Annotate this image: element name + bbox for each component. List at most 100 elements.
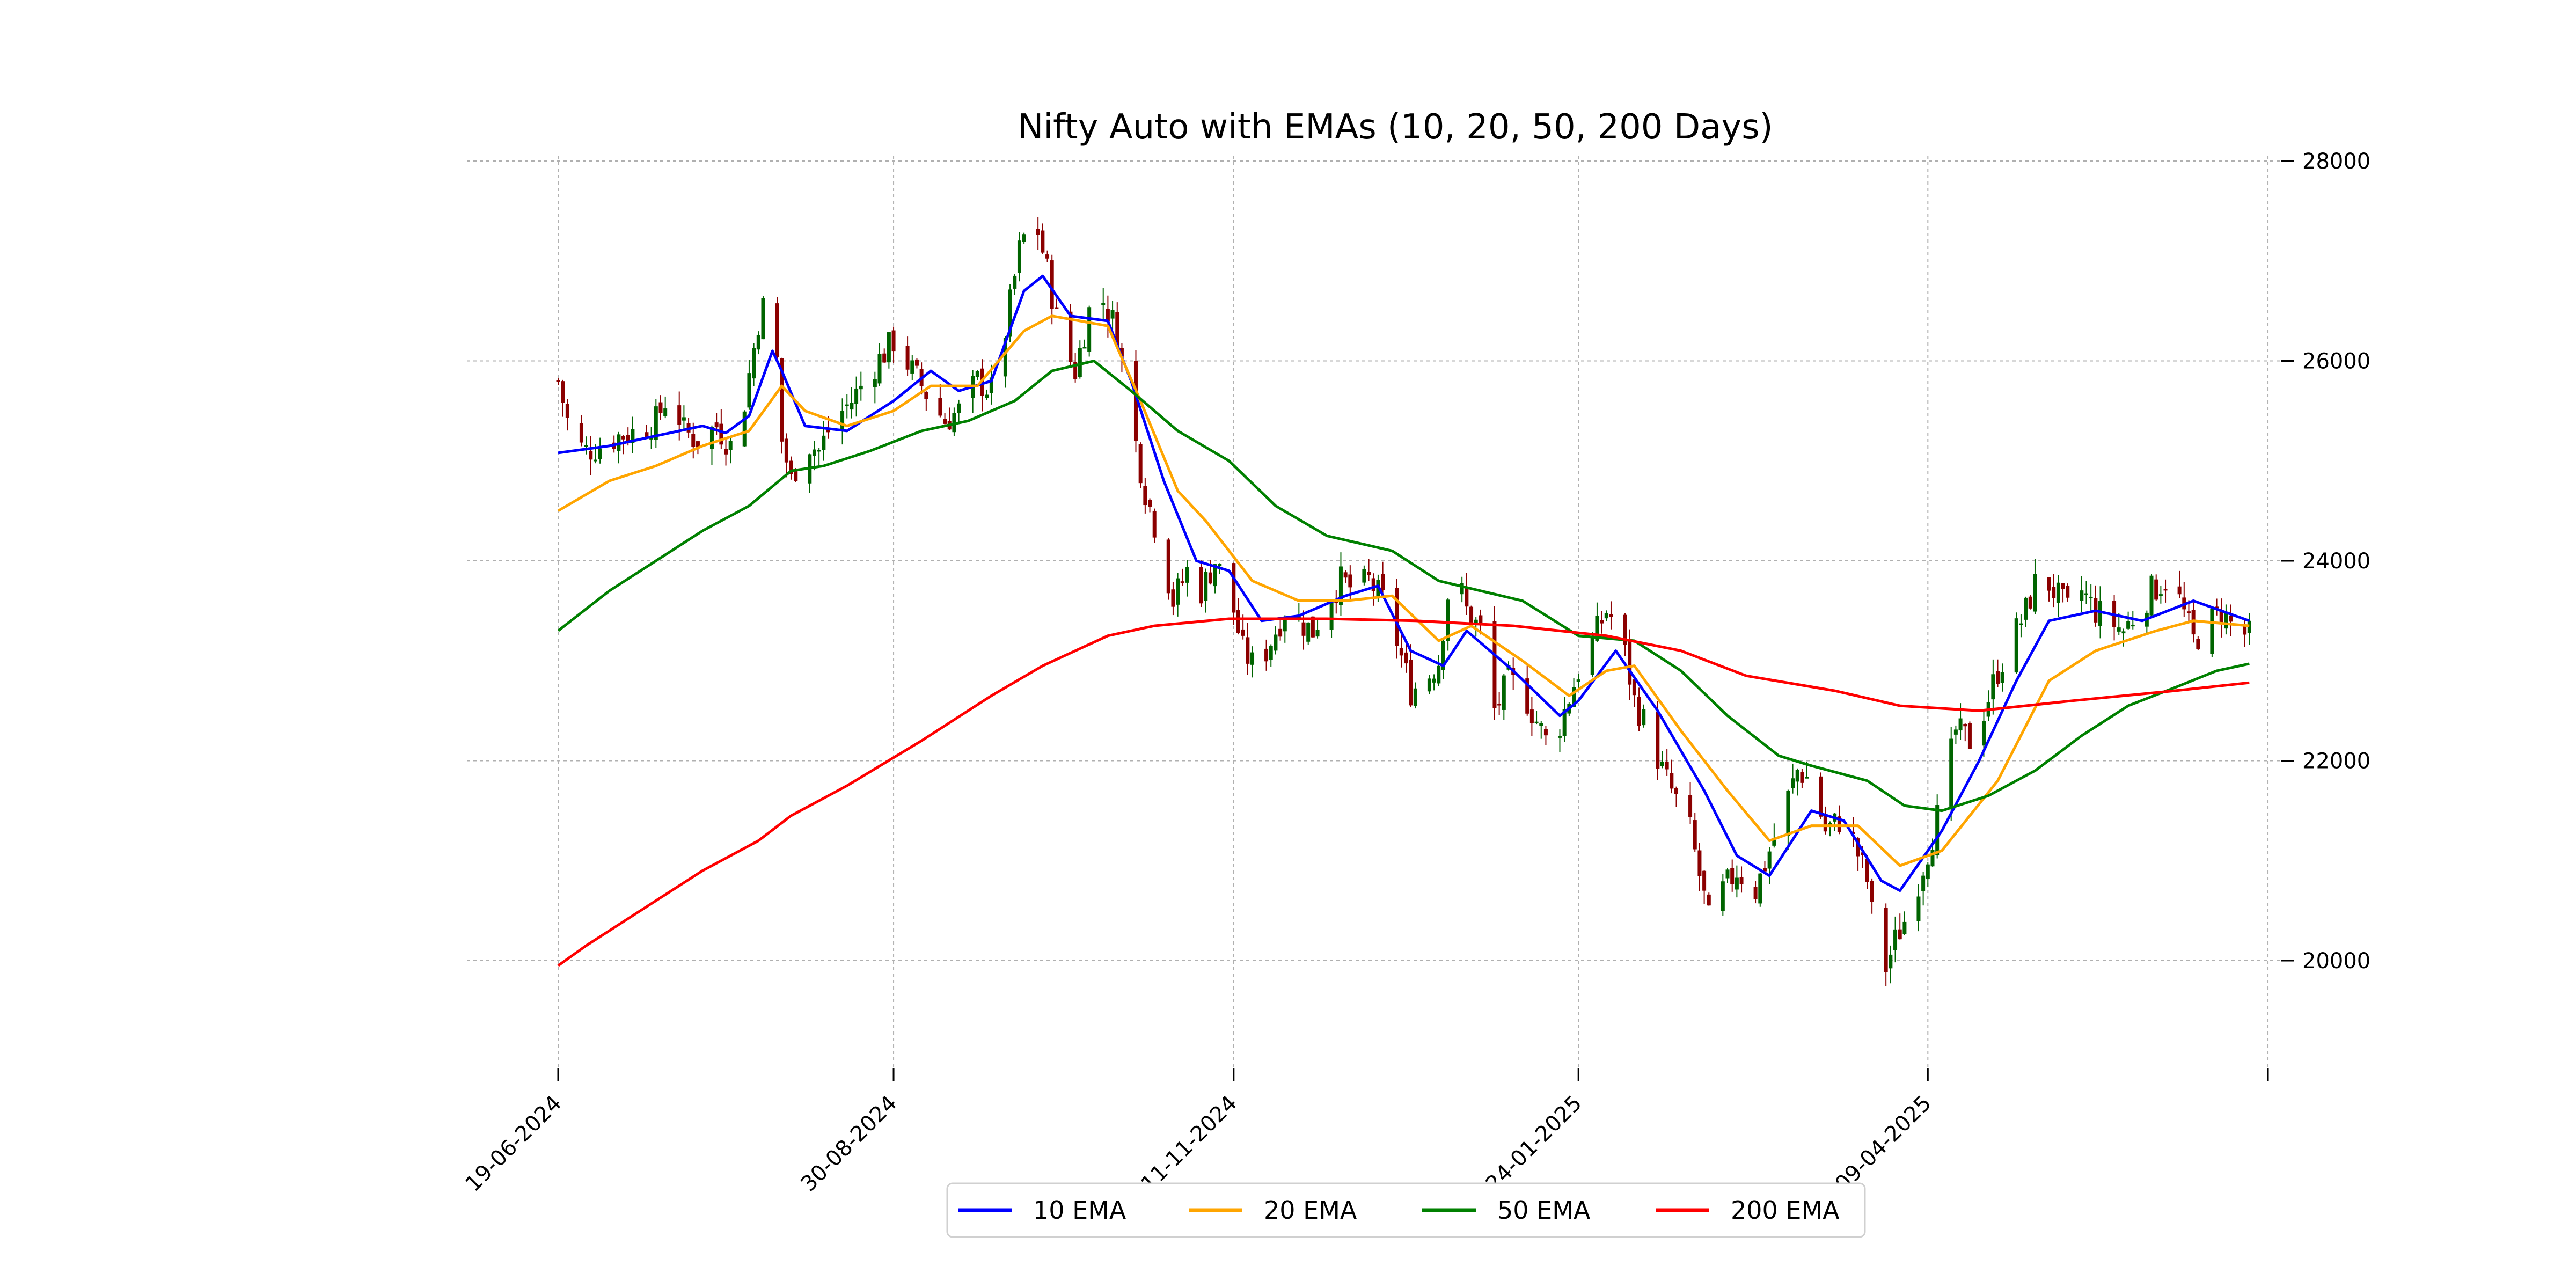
ema-line-50 <box>557 360 2250 813</box>
legend-label: 20 EMA <box>1264 1196 1357 1225</box>
candle-body <box>1502 675 1506 710</box>
candle-body <box>1595 616 1599 641</box>
candle-body <box>1916 896 1921 921</box>
candle-body <box>985 394 989 398</box>
candle-body <box>1404 652 1408 664</box>
candle-body <box>1274 634 1278 651</box>
candle-body <box>2047 577 2051 591</box>
candle-body <box>2024 597 2028 620</box>
candle-body <box>556 380 560 382</box>
candle-body <box>1805 777 1809 779</box>
candle-body <box>1656 711 1660 769</box>
candle-body <box>1199 567 1203 604</box>
candle-body <box>2098 601 2103 626</box>
candle-body <box>1432 678 1436 683</box>
x-tick-label: 11-11-2024 <box>1136 1091 1242 1197</box>
candle-body <box>845 404 849 406</box>
candle-body <box>1152 510 1157 538</box>
candle-body <box>621 436 626 440</box>
candle-body <box>1301 622 1306 636</box>
candle-body <box>714 422 719 428</box>
candle-body <box>756 334 760 350</box>
candle-body <box>1772 838 1776 846</box>
candle-body <box>1437 665 1441 684</box>
x-tick-label: 24-01-2025 <box>1481 1091 1587 1197</box>
candle-body <box>840 411 845 430</box>
candle-body <box>850 402 854 410</box>
candle-body <box>2229 616 2233 622</box>
candle-body <box>1525 678 1529 714</box>
candle-body <box>1465 587 1469 607</box>
legend-label: 10 EMA <box>1033 1196 1126 1225</box>
candle-body <box>1562 709 1567 736</box>
candle-body <box>631 429 635 443</box>
y-tick-label: 26000 <box>2302 349 2370 374</box>
candle-body <box>2215 606 2219 609</box>
candle-body <box>565 404 569 418</box>
chart-title: Nifty Auto with EMAs (10, 20, 50, 200 Da… <box>1018 107 1773 147</box>
candle-body <box>1395 588 1399 646</box>
candle-body <box>1115 312 1119 347</box>
y-tick-label: 24000 <box>2302 549 2370 574</box>
candle-body <box>1725 869 1730 879</box>
candle-body <box>1236 610 1240 633</box>
candle-body <box>1534 721 1539 723</box>
candle-body <box>2066 586 2070 598</box>
candle-body <box>1600 620 1604 624</box>
candle-body <box>1469 606 1474 626</box>
candle-body <box>2131 625 2135 627</box>
candle-body <box>1166 539 1170 594</box>
candle-body <box>1753 887 1758 899</box>
candle-body <box>2243 626 2247 635</box>
candle-body <box>663 408 668 416</box>
candle-body <box>1246 637 1250 664</box>
candle-body <box>1791 778 1795 788</box>
candle-body <box>859 385 863 390</box>
candle-body <box>761 298 765 340</box>
ema-line-20 <box>557 314 2250 867</box>
candle-body <box>1008 289 1012 337</box>
candle-body <box>1283 619 1287 632</box>
candle-body <box>1996 671 2000 684</box>
candle-body <box>1800 772 1804 783</box>
candle-body <box>1055 307 1059 309</box>
candle-body <box>691 434 696 447</box>
candle-body <box>2014 618 2018 673</box>
candle-body <box>1441 641 1445 670</box>
candle-body <box>645 432 649 438</box>
candle-body <box>1884 908 1888 972</box>
candle-body <box>1003 338 1007 377</box>
candle-body <box>626 435 630 442</box>
candle-body <box>2117 627 2121 632</box>
candle-body <box>1739 877 1744 884</box>
candle-body <box>1870 881 1874 902</box>
grid <box>467 156 2281 1068</box>
candle-body <box>822 435 826 450</box>
candle-body <box>1604 613 1608 619</box>
candle-body <box>649 437 654 440</box>
candle-body <box>1898 929 1902 940</box>
candle-body <box>812 449 816 456</box>
candle-body <box>1078 348 1082 377</box>
y-tick-label: 28000 <box>2302 149 2370 174</box>
candle-body <box>1045 254 1050 259</box>
candle-body <box>882 353 887 363</box>
candle-body <box>854 388 859 404</box>
candle-body <box>1148 500 1152 507</box>
candle-body <box>654 406 658 440</box>
candle-body <box>1329 602 1334 630</box>
candle-body <box>1902 921 1907 934</box>
candle-body <box>1143 486 1147 506</box>
candle-body <box>658 402 663 413</box>
axes: 20000 22000 24000 26000 28000 19-06-2024 30-08… <box>461 149 2371 1197</box>
candle-body <box>2210 609 2214 654</box>
candle-body <box>682 417 686 421</box>
candle-body <box>1539 723 1543 726</box>
candle-body <box>747 373 751 408</box>
candle-body <box>752 348 756 379</box>
candle-body <box>1967 723 1972 749</box>
candle-body <box>593 459 597 462</box>
candle-body <box>887 332 891 363</box>
candle-body <box>709 427 714 449</box>
